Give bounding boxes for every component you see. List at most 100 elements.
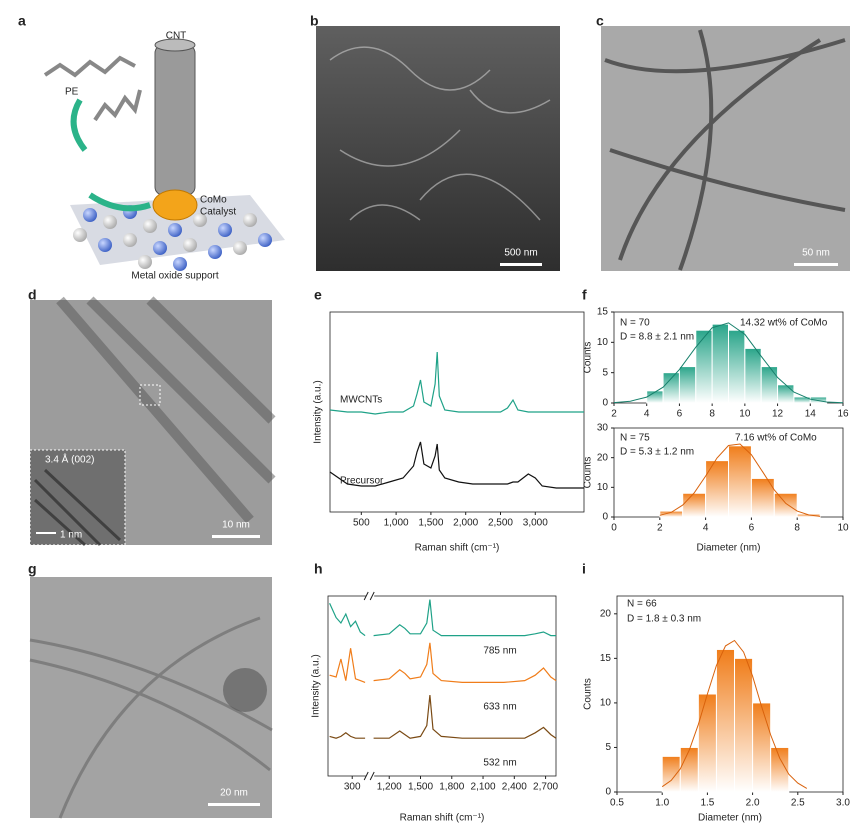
annotation: D = 8.8 ± 2.1 nm <box>620 332 694 343</box>
y-tick-label: 30 <box>597 423 609 434</box>
plot-frame <box>327 595 557 777</box>
y-tick-label: 10 <box>597 482 609 493</box>
x-tick-label: 3,000 <box>523 518 548 529</box>
pe-chain <box>93 89 142 122</box>
y-axis-label: Counts <box>583 457 594 489</box>
cnt-tube <box>154 44 196 196</box>
x-tick-label: 300 <box>344 782 361 793</box>
histogram-bar <box>711 323 730 404</box>
y-tick-label: 15 <box>600 653 612 664</box>
histogram-bar <box>734 657 754 793</box>
y-tick-label: 0 <box>605 787 611 798</box>
x-tick-label: 2.5 <box>791 798 805 809</box>
cnt-cap <box>154 38 196 52</box>
panel-label: f <box>582 287 587 303</box>
annotation: N = 70 <box>620 318 650 329</box>
histogram-bar <box>715 648 736 793</box>
panel-label: c <box>596 13 604 29</box>
histogram-bar <box>752 702 772 793</box>
annotation: N = 75 <box>620 433 650 444</box>
x-tick-label: 6 <box>749 523 755 534</box>
x-tick-label: 0 <box>611 523 617 534</box>
series-label: 785 nm <box>483 646 516 657</box>
panel-label: h <box>314 561 323 577</box>
pe-chain <box>43 55 136 78</box>
x-tick-label: 4 <box>644 409 650 420</box>
micrograph: g 20 nm <box>28 561 273 819</box>
scale-bar-label: 500 nm <box>504 248 537 259</box>
x-tick-label: 6 <box>677 409 683 420</box>
x-tick-label: 8 <box>794 523 800 534</box>
x-tick-label: 14 <box>805 409 817 420</box>
axis-break <box>366 591 375 601</box>
histogram-bar <box>777 384 795 404</box>
x-tick-label: 16 <box>837 409 849 420</box>
x-tick-label: 2,500 <box>488 518 513 529</box>
y-tick-label: 10 <box>600 698 612 709</box>
x-tick-label: 1,800 <box>439 782 464 793</box>
x-tick-label: 1,200 <box>377 782 402 793</box>
histogram-bar <box>662 372 680 404</box>
x-tick-label: 10 <box>837 523 849 534</box>
x-tick-label: 2,100 <box>471 782 496 793</box>
annotation: N = 66 <box>627 599 657 610</box>
y-tick-label: 5 <box>602 367 608 378</box>
spectrum <box>329 351 584 415</box>
annotation: D = 5.3 ± 1.2 nm <box>620 447 694 458</box>
x-tick-label: 1,500 <box>408 782 433 793</box>
x-tick-label: 2.0 <box>746 798 760 809</box>
panel-label: g <box>28 561 37 577</box>
x-tick-label: 4 <box>703 523 709 534</box>
micrograph: d 3.4 Å (002) 1 nm 10 nm <box>28 287 276 547</box>
histogram-bar <box>695 329 713 404</box>
panel-label: d <box>28 287 37 303</box>
x-tick-label: 1.0 <box>655 798 669 809</box>
schematic-label: CoMo <box>200 195 227 206</box>
axis-break <box>363 591 375 601</box>
histogram-bar <box>809 396 828 404</box>
y-tick-label: 20 <box>597 452 609 463</box>
fit-curve <box>613 322 844 404</box>
catalyst <box>152 189 198 221</box>
fit-curve <box>659 443 821 517</box>
histogram-bar <box>682 492 707 518</box>
histogram-bar <box>697 693 717 793</box>
x-tick-label: 2,400 <box>502 782 527 793</box>
panel-label: e <box>314 287 322 303</box>
x-tick-label: 12 <box>772 409 784 420</box>
scale-bar-label: 50 nm <box>802 248 830 259</box>
x-tick-label: 2 <box>657 523 663 534</box>
histogram-bar <box>661 755 681 793</box>
schematic-label: Catalyst <box>200 207 236 218</box>
x-axis-label: Diameter (nm) <box>697 543 761 554</box>
series-label: 532 nm <box>483 758 516 769</box>
spectrum <box>329 599 556 637</box>
annotation: D = 1.8 ± 0.3 nm <box>627 614 701 625</box>
panel-label: a <box>18 13 26 29</box>
x-tick-label: 2,700 <box>533 782 558 793</box>
x-axis-label: Diameter (nm) <box>698 813 762 824</box>
schematic: a CNT PE CoMo Catalyst Metal oxide suppo… <box>18 13 285 282</box>
histogram-bar <box>760 366 779 404</box>
micrograph: b 500 nm <box>310 13 560 271</box>
histogram-bar <box>705 460 729 518</box>
tem-image <box>601 26 850 271</box>
histogram-bar <box>728 329 746 404</box>
histogram-bar <box>744 347 762 404</box>
y-axis-label: Intensity (a.u.) <box>313 380 324 443</box>
x-axis-label: Raman shift (cm⁻¹) <box>415 543 500 554</box>
scale-bar <box>794 263 838 266</box>
spectrum <box>329 441 584 489</box>
x-tick-label: 10 <box>739 409 751 420</box>
series-label: MWCNTs <box>340 395 382 406</box>
axis-break <box>366 771 375 781</box>
inset-label: 3.4 Å (002) <box>45 453 94 466</box>
schematic-label: Metal oxide support <box>131 271 218 282</box>
x-tick-label: 2 <box>611 409 617 420</box>
spectrum <box>329 642 557 683</box>
micrograph: c 50 nm <box>596 13 850 271</box>
y-tick-label: 0 <box>602 512 608 523</box>
scale-bar-label: 1 nm <box>60 530 82 541</box>
histogram-bar <box>796 513 821 518</box>
